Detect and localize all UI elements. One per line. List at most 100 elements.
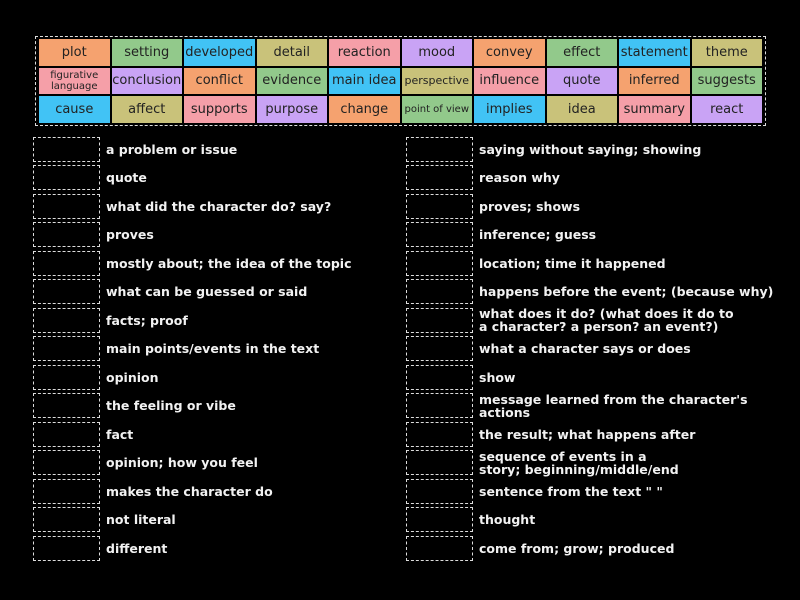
word-tile-implies[interactable]: implies <box>474 96 545 123</box>
drop-zone[interactable] <box>33 535 100 561</box>
drop-zone[interactable] <box>33 165 100 191</box>
word-tile-developed[interactable]: developed <box>184 39 255 66</box>
drop-zone[interactable] <box>406 165 473 191</box>
clue-text: facts; proof <box>106 312 188 328</box>
clue-row: a problem or issue <box>33 135 352 164</box>
clue-text: the result; what happens after <box>479 426 696 442</box>
word-tile-conflict[interactable]: conflict <box>184 67 255 95</box>
clue-text: saying without saying; showing <box>479 141 702 157</box>
word-tile-point-of-view[interactable]: point of view <box>401 96 472 123</box>
drop-zone[interactable] <box>33 507 100 533</box>
word-tile-reaction[interactable]: reaction <box>329 39 400 66</box>
word-bank: plot setting developed detail reaction mood co… <box>35 36 766 126</box>
word-tile-theme[interactable]: theme <box>691 39 762 66</box>
word-tile-cause[interactable]: cause <box>39 96 110 123</box>
drop-zone[interactable] <box>406 250 473 276</box>
clue-row: inference; guess <box>406 221 800 250</box>
word-tile-plot[interactable]: plot <box>39 39 110 66</box>
drop-zone[interactable] <box>33 250 100 276</box>
word-tile-react[interactable]: react <box>691 96 762 123</box>
clue-text: opinion <box>106 369 159 385</box>
word-tile-idea[interactable]: idea <box>546 96 617 123</box>
word-tile-supports[interactable]: supports <box>184 96 255 123</box>
word-tile-conclusion[interactable]: conclusion <box>111 67 182 95</box>
clue-text: sequence of events in a story; beginning… <box>479 448 679 477</box>
drop-zone[interactable] <box>33 478 100 504</box>
clue-row: saying without saying; showing <box>406 135 800 164</box>
clue-text: what can be guessed or said <box>106 284 308 300</box>
clue-text: makes the character do <box>106 483 273 499</box>
drop-zone[interactable] <box>33 307 100 333</box>
clue-row: what does it do? (what does it do to a c… <box>406 306 800 335</box>
drop-zone[interactable] <box>33 421 100 447</box>
drop-zone[interactable] <box>406 279 473 305</box>
drop-zone[interactable] <box>406 222 473 248</box>
clue-text: opinion; how you feel <box>106 455 258 471</box>
drop-zone[interactable] <box>406 478 473 504</box>
word-tile-main-idea[interactable]: main idea <box>329 67 400 95</box>
word-tile-effect[interactable]: effect <box>546 39 617 66</box>
clue-text: sentence from the text " " <box>479 483 663 499</box>
drop-zone[interactable] <box>33 450 100 476</box>
drop-zone[interactable] <box>406 450 473 476</box>
drop-zone[interactable] <box>33 193 100 219</box>
drop-zone[interactable] <box>33 279 100 305</box>
clue-text: proves <box>106 227 154 243</box>
word-tile-mood[interactable]: mood <box>401 39 472 66</box>
clue-row: message learned from the character's act… <box>406 392 800 421</box>
clue-text: not literal <box>106 512 176 528</box>
word-tile-perspective[interactable]: perspective <box>401 67 472 95</box>
drop-zone[interactable] <box>33 364 100 390</box>
clue-text: message learned from the character's act… <box>479 391 748 420</box>
drop-zone[interactable] <box>33 222 100 248</box>
clue-row: the feeling or vibe <box>33 392 352 421</box>
word-tile-detail[interactable]: detail <box>256 39 327 66</box>
clue-text: come from; grow; produced <box>479 540 675 556</box>
clue-row: main points/events in the text <box>33 335 352 364</box>
word-tile-setting[interactable]: setting <box>111 39 182 66</box>
drop-zone[interactable] <box>33 336 100 362</box>
word-tile-figurative-language[interactable]: figurative language <box>39 67 110 95</box>
word-tile-summary[interactable]: summary <box>619 96 690 123</box>
clue-row: come from; grow; produced <box>406 534 800 563</box>
drop-zone[interactable] <box>406 364 473 390</box>
clue-text: what does it do? (what does it do to a c… <box>479 306 734 335</box>
clue-row: show <box>406 363 800 392</box>
word-tile-purpose[interactable]: purpose <box>256 96 327 123</box>
word-tile-change[interactable]: change <box>329 96 400 123</box>
clue-row: not literal <box>33 506 352 535</box>
word-tile-inferred[interactable]: inferred <box>619 67 690 95</box>
drop-zone[interactable] <box>33 393 100 419</box>
clue-row: sentence from the text " " <box>406 477 800 506</box>
clue-row: mostly about; the idea of the topic <box>33 249 352 278</box>
clue-text: reason why <box>479 170 560 186</box>
drop-zone[interactable] <box>406 307 473 333</box>
clue-text: what a character says or does <box>479 341 691 357</box>
word-tile-evidence[interactable]: evidence <box>256 67 327 95</box>
clue-row: quote <box>33 164 352 193</box>
clue-text: mostly about; the idea of the topic <box>106 255 352 271</box>
clue-row: what did the character do? say? <box>33 192 352 221</box>
word-tile-statement[interactable]: statement <box>619 39 690 66</box>
clue-text: what did the character do? say? <box>106 198 332 214</box>
clue-row: what can be guessed or said <box>33 278 352 307</box>
clue-text: the feeling or vibe <box>106 398 236 414</box>
drop-zone[interactable] <box>406 193 473 219</box>
drop-zone[interactable] <box>406 535 473 561</box>
drop-zone[interactable] <box>406 136 473 162</box>
word-tile-affect[interactable]: affect <box>111 96 182 123</box>
drop-zone[interactable] <box>406 336 473 362</box>
drop-zone[interactable] <box>406 393 473 419</box>
drop-zone[interactable] <box>406 507 473 533</box>
clue-row: what a character says or does <box>406 335 800 364</box>
word-tile-convey[interactable]: convey <box>474 39 545 66</box>
word-tile-influence[interactable]: influence <box>474 67 545 95</box>
word-tile-quote[interactable]: quote <box>546 67 617 95</box>
drop-zone[interactable] <box>406 421 473 447</box>
clue-row: facts; proof <box>33 306 352 335</box>
drop-zone[interactable] <box>33 136 100 162</box>
word-tile-suggests[interactable]: suggests <box>691 67 762 95</box>
clue-text: quote <box>106 170 147 186</box>
clue-text: show <box>479 369 516 385</box>
clue-row: opinion; how you feel <box>33 449 352 478</box>
